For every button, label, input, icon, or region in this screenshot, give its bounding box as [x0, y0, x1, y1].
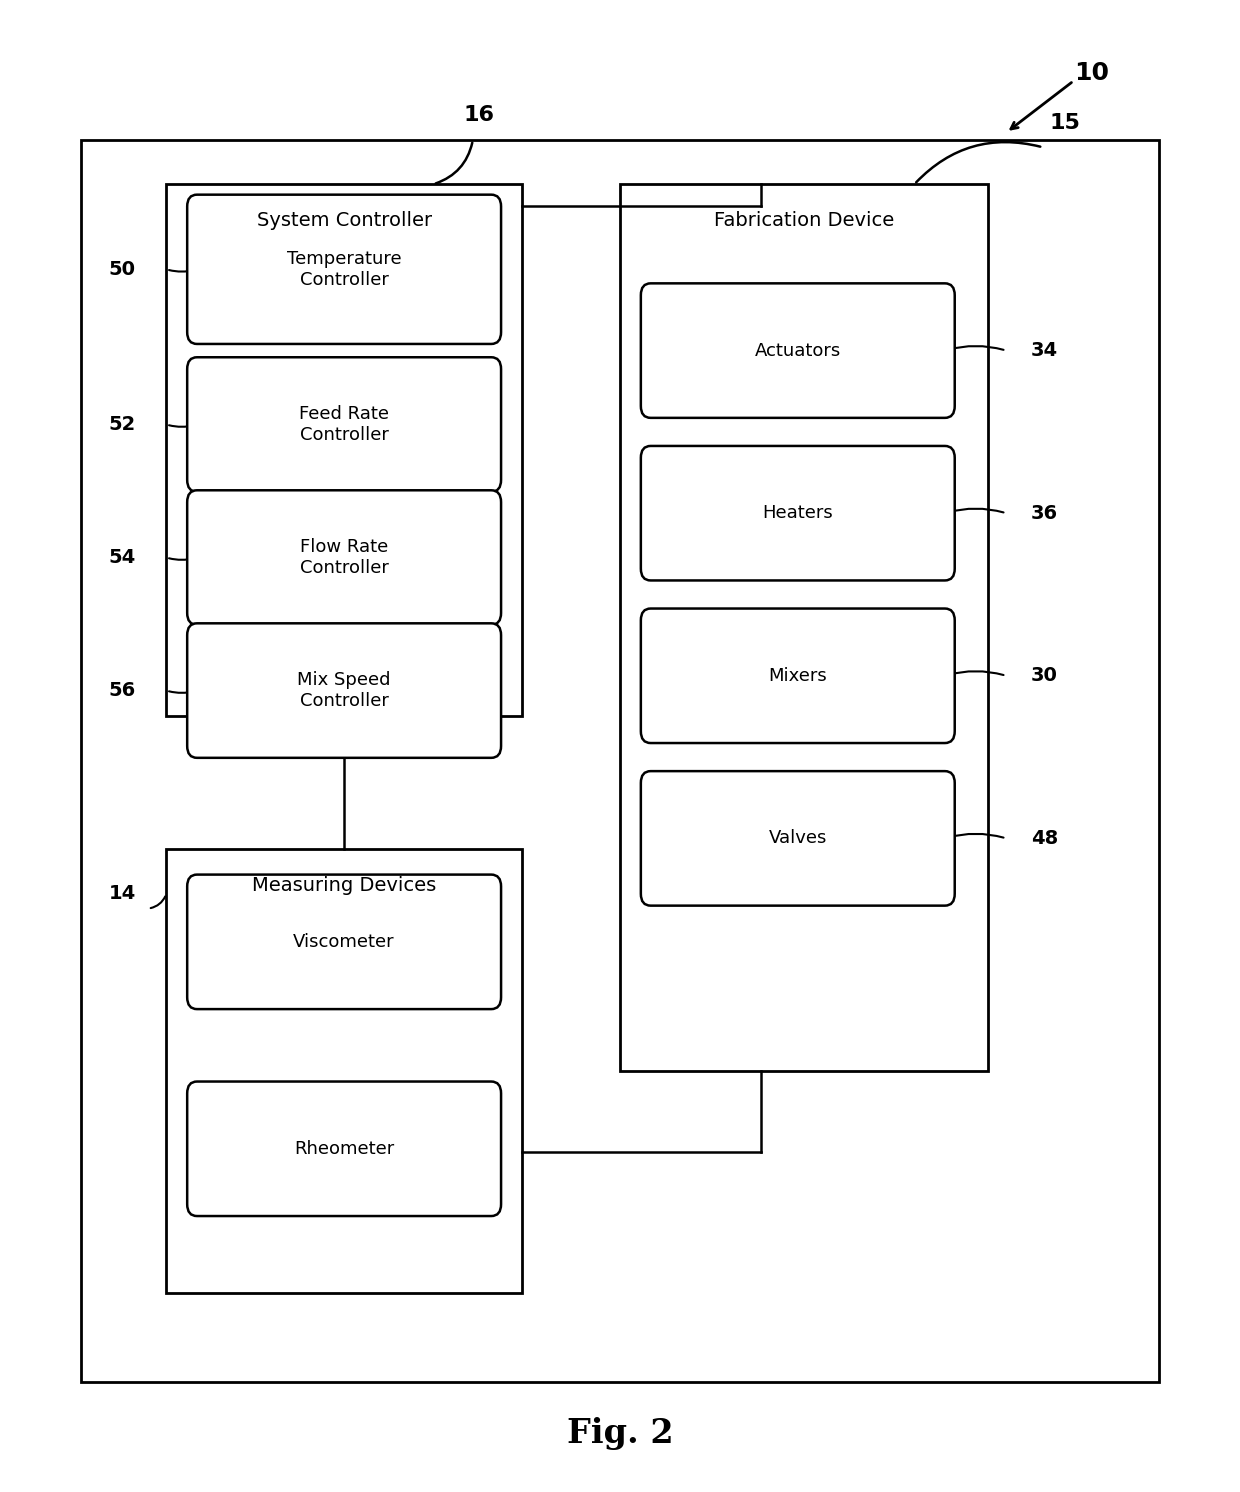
- FancyBboxPatch shape: [620, 185, 988, 1071]
- Text: 56: 56: [108, 680, 135, 700]
- Text: Mixers: Mixers: [769, 667, 827, 685]
- FancyBboxPatch shape: [641, 283, 955, 418]
- Text: Heaters: Heaters: [763, 504, 833, 522]
- FancyBboxPatch shape: [166, 185, 522, 716]
- FancyBboxPatch shape: [187, 491, 501, 625]
- Text: Fig. 2: Fig. 2: [567, 1417, 673, 1450]
- Text: 52: 52: [108, 415, 135, 434]
- Text: Fabrication Device: Fabrication Device: [714, 210, 894, 230]
- Text: 30: 30: [1030, 667, 1058, 685]
- Text: Temperature
Controller: Temperature Controller: [286, 249, 402, 289]
- FancyBboxPatch shape: [187, 357, 501, 492]
- Text: Actuators: Actuators: [755, 342, 841, 360]
- Text: 54: 54: [108, 548, 135, 567]
- FancyBboxPatch shape: [81, 140, 1159, 1382]
- FancyBboxPatch shape: [641, 609, 955, 743]
- Text: Viscometer: Viscometer: [294, 932, 394, 950]
- FancyBboxPatch shape: [166, 849, 522, 1294]
- Text: Valves: Valves: [769, 830, 827, 847]
- Text: System Controller: System Controller: [257, 210, 432, 230]
- Text: Flow Rate
Controller: Flow Rate Controller: [300, 539, 388, 577]
- Text: 14: 14: [108, 885, 135, 903]
- FancyBboxPatch shape: [641, 446, 955, 580]
- Text: Feed Rate
Controller: Feed Rate Controller: [299, 406, 389, 445]
- Text: 15: 15: [1049, 112, 1080, 133]
- Text: Rheometer: Rheometer: [294, 1140, 394, 1158]
- Text: 36: 36: [1030, 504, 1058, 522]
- Text: Measuring Devices: Measuring Devices: [252, 876, 436, 895]
- FancyBboxPatch shape: [187, 194, 501, 345]
- Text: 50: 50: [109, 260, 135, 279]
- Text: 48: 48: [1030, 830, 1058, 847]
- FancyBboxPatch shape: [641, 771, 955, 906]
- Text: 16: 16: [464, 106, 495, 125]
- Text: Mix Speed
Controller: Mix Speed Controller: [298, 671, 391, 710]
- FancyBboxPatch shape: [187, 624, 501, 758]
- FancyBboxPatch shape: [187, 874, 501, 1009]
- FancyBboxPatch shape: [187, 1082, 501, 1216]
- Text: 34: 34: [1030, 342, 1058, 360]
- Text: 10: 10: [1075, 61, 1110, 85]
